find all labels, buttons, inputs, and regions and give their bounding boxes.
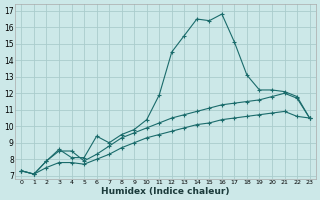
X-axis label: Humidex (Indice chaleur): Humidex (Indice chaleur) xyxy=(101,187,230,196)
